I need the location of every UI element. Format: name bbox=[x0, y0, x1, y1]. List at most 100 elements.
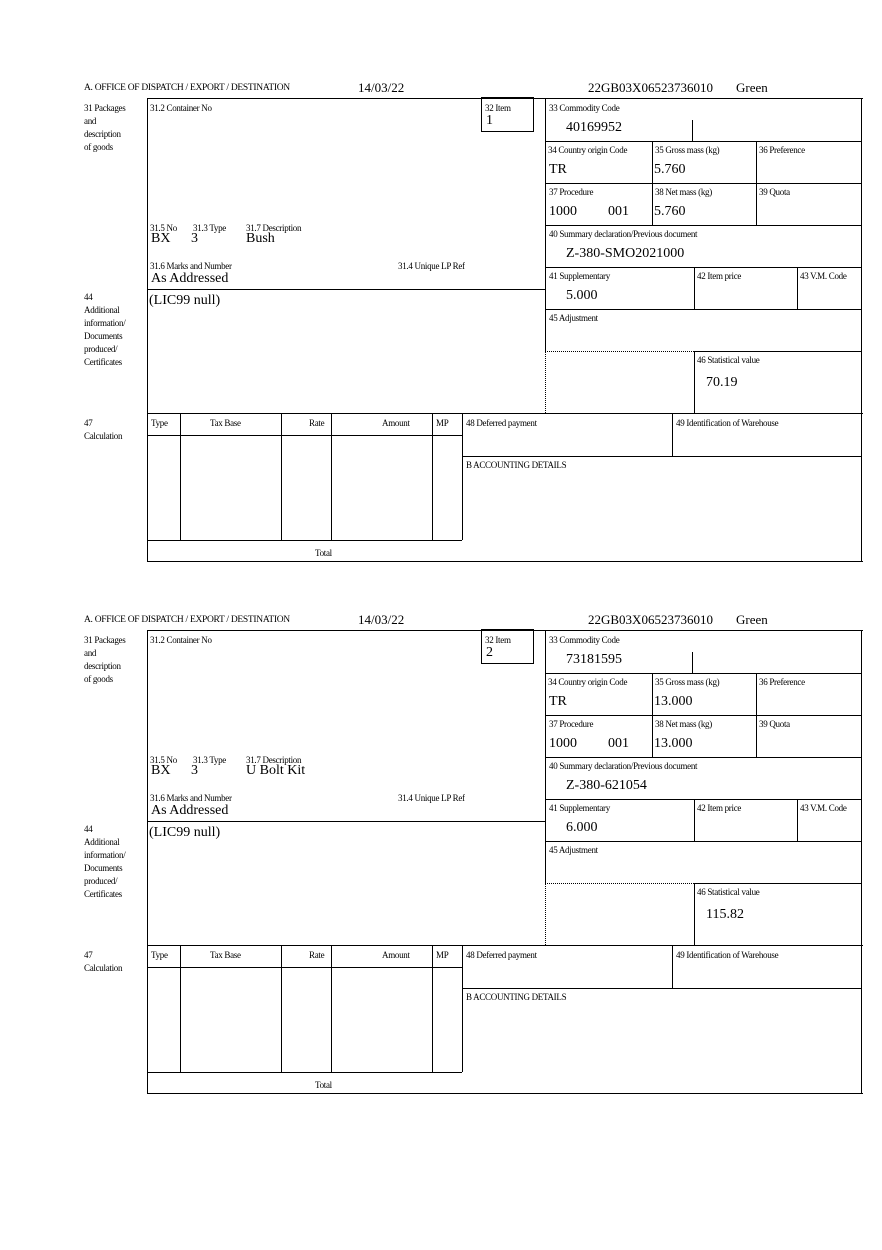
calc-total-label: Total bbox=[315, 1080, 332, 1090]
additional-info-label-6: Certificates bbox=[84, 889, 122, 899]
packages-label-4: of goods bbox=[84, 142, 113, 152]
calc-col-rate: Rate bbox=[309, 418, 325, 428]
divider bbox=[462, 456, 862, 457]
procedure-additional-value: 001 bbox=[608, 204, 629, 219]
divider bbox=[694, 883, 862, 884]
divider bbox=[692, 120, 693, 141]
accounting-details-label: B ACCOUNTING DETAILS bbox=[466, 992, 567, 1002]
item-number-box bbox=[481, 629, 534, 664]
statistical-value: 70.19 bbox=[706, 375, 738, 390]
divider bbox=[545, 351, 694, 352]
divider bbox=[462, 988, 862, 989]
divider bbox=[545, 673, 862, 674]
divider bbox=[432, 413, 433, 540]
pkg-description-value: U Bolt Kit bbox=[246, 763, 306, 778]
divider bbox=[545, 183, 862, 184]
packages-label-3: description bbox=[84, 661, 121, 671]
divider bbox=[692, 652, 693, 673]
supplementary-label: 41 Supplementary bbox=[549, 803, 610, 813]
pkg-type-label: 31.3 Type bbox=[193, 223, 227, 233]
commodity-code-value: 40169952 bbox=[566, 120, 622, 135]
divider bbox=[545, 841, 862, 842]
marks-numbers-label: 31.6 Marks and Number bbox=[150, 793, 232, 803]
commodity-code-label: 33 Commodity Code bbox=[549, 103, 620, 113]
divider bbox=[147, 540, 462, 541]
pkg-no-label: 31.5 No bbox=[150, 755, 177, 765]
warehouse-id-label: 49 Identification of Warehouse bbox=[676, 950, 779, 960]
calc-col-mp: MP bbox=[436, 418, 449, 428]
divider bbox=[545, 141, 862, 142]
quota-label: 39 Quota bbox=[759, 187, 790, 197]
country-origin-value: TR bbox=[549, 694, 567, 709]
pkg-no-value: BX bbox=[151, 231, 171, 246]
summary-declaration-value: Z-380-SMO2021000 bbox=[566, 246, 685, 261]
divider bbox=[545, 630, 546, 883]
divider bbox=[432, 945, 433, 1072]
additional-info-label-4: Documents bbox=[84, 863, 123, 873]
divider bbox=[281, 945, 282, 1072]
marks-numbers-value: As Addressed bbox=[151, 271, 229, 286]
divider bbox=[545, 351, 546, 413]
marks-numbers-value: As Addressed bbox=[151, 803, 229, 818]
item-number: 1 bbox=[486, 113, 493, 128]
divider bbox=[694, 799, 695, 841]
packages-label-3: description bbox=[84, 129, 121, 139]
summary-declaration-label: 40 Summary declaration/Previous document bbox=[549, 229, 698, 239]
divider bbox=[797, 799, 798, 841]
procedure-additional-value: 001 bbox=[608, 736, 629, 751]
divider bbox=[462, 945, 463, 1072]
divider bbox=[694, 883, 695, 945]
unique-lp-ref-label: 31.4 Unique LP Ref bbox=[398, 793, 465, 803]
country-origin-value: TR bbox=[549, 162, 567, 177]
pkg-no-label: 31.5 No bbox=[150, 223, 177, 233]
procedure-value: 1000 bbox=[549, 736, 577, 751]
preference-label: 36 Preference bbox=[759, 145, 805, 155]
additional-info-label-6: Certificates bbox=[84, 357, 122, 367]
additional-info-label-5: produced/ bbox=[84, 344, 118, 354]
divider bbox=[147, 289, 545, 290]
pkg-description-value: Bush bbox=[246, 231, 275, 246]
additional-info-label-3: information/ bbox=[84, 850, 126, 860]
divider bbox=[545, 883, 546, 945]
pkg-no-value: BX bbox=[151, 763, 171, 778]
divider bbox=[147, 413, 863, 414]
divider bbox=[756, 673, 757, 757]
packages-label-2: and bbox=[84, 648, 97, 658]
declaration-date: 14/03/22 bbox=[358, 612, 405, 627]
divider bbox=[652, 141, 653, 225]
declaration-reference: 22GB03X06523736010 bbox=[588, 612, 713, 627]
divider bbox=[147, 821, 545, 822]
divider bbox=[147, 945, 863, 946]
divider bbox=[180, 413, 181, 540]
summary-declaration-label: 40 Summary declaration/Previous document bbox=[549, 761, 698, 771]
calc-col-tax-base: Tax Base bbox=[210, 950, 241, 960]
summary-declaration-value: Z-380-621054 bbox=[566, 778, 647, 793]
divider bbox=[147, 1072, 462, 1073]
additional-info-label-4: Documents bbox=[84, 331, 123, 341]
gross-mass-label: 35 Gross mass (kg) bbox=[655, 145, 720, 155]
unique-lp-ref-label: 31.4 Unique LP Ref bbox=[398, 261, 465, 271]
net-mass-value: 5.760 bbox=[654, 204, 686, 219]
pkg-type-value: 3 bbox=[191, 231, 198, 246]
divider bbox=[147, 630, 148, 1094]
gross-mass-value: 5.760 bbox=[654, 162, 686, 177]
divider bbox=[147, 561, 863, 562]
divider bbox=[545, 267, 862, 268]
office-heading: A. OFFICE OF DISPATCH / EXPORT / DESTINA… bbox=[84, 83, 290, 93]
item-number: 2 bbox=[486, 645, 493, 660]
commodity-code-label: 33 Commodity Code bbox=[549, 635, 620, 645]
calculation-label-2: Calculation bbox=[84, 963, 123, 973]
item-label: 32 Item bbox=[485, 635, 511, 645]
container-no-label: 31.2 Container No bbox=[150, 635, 212, 645]
divider bbox=[652, 673, 653, 757]
additional-info-label-1: 44 bbox=[84, 292, 93, 302]
declaration-date: 14/03/22 bbox=[358, 80, 405, 95]
supplementary-value: 6.000 bbox=[566, 820, 598, 835]
container-no-label: 31.2 Container No bbox=[150, 103, 212, 113]
calc-col-rate: Rate bbox=[309, 950, 325, 960]
divider bbox=[672, 413, 673, 456]
packages-label-1: 31 Packages bbox=[84, 103, 126, 113]
additional-info-value: (LIC99 null) bbox=[149, 825, 221, 840]
preference-label: 36 Preference bbox=[759, 677, 805, 687]
statistical-value-label: 46 Statistical value bbox=[697, 355, 760, 365]
